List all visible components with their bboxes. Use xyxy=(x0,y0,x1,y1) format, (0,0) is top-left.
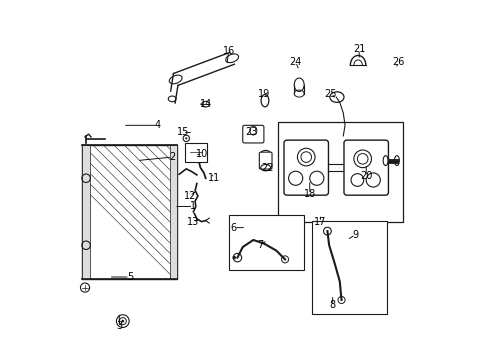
Bar xyxy=(82,145,90,279)
Circle shape xyxy=(232,256,236,259)
Text: 19: 19 xyxy=(257,89,269,99)
FancyBboxPatch shape xyxy=(185,143,206,162)
Bar xyxy=(169,145,177,279)
Text: 18: 18 xyxy=(303,189,315,199)
Circle shape xyxy=(185,137,187,139)
Text: 2: 2 xyxy=(169,152,175,162)
Text: 3: 3 xyxy=(116,321,122,332)
Text: 14: 14 xyxy=(199,99,211,109)
FancyBboxPatch shape xyxy=(343,140,387,195)
Text: 7: 7 xyxy=(257,240,263,250)
Bar xyxy=(311,221,386,314)
FancyBboxPatch shape xyxy=(242,125,264,143)
Text: 23: 23 xyxy=(245,127,257,138)
FancyBboxPatch shape xyxy=(284,140,328,195)
Bar xyxy=(82,145,177,279)
Text: 1: 1 xyxy=(190,202,196,211)
Text: 16: 16 xyxy=(222,46,234,56)
Text: 20: 20 xyxy=(359,171,372,181)
Text: 17: 17 xyxy=(313,217,326,227)
Circle shape xyxy=(121,320,124,323)
Text: 12: 12 xyxy=(183,191,196,201)
Text: 26: 26 xyxy=(391,57,403,67)
Text: 11: 11 xyxy=(208,173,220,183)
Text: 10: 10 xyxy=(196,149,208,158)
Text: 6: 6 xyxy=(230,222,237,233)
FancyBboxPatch shape xyxy=(259,152,271,169)
Text: 24: 24 xyxy=(289,57,301,67)
Text: 21: 21 xyxy=(352,45,365,54)
Bar xyxy=(228,215,304,270)
Text: 15: 15 xyxy=(176,127,188,138)
Text: 13: 13 xyxy=(187,217,199,227)
Text: 8: 8 xyxy=(329,300,335,310)
Text: 9: 9 xyxy=(352,230,358,240)
Text: 25: 25 xyxy=(324,89,337,99)
Text: 5: 5 xyxy=(126,272,133,282)
Text: 4: 4 xyxy=(155,120,161,130)
Text: 22: 22 xyxy=(261,163,273,173)
Bar xyxy=(278,122,403,222)
